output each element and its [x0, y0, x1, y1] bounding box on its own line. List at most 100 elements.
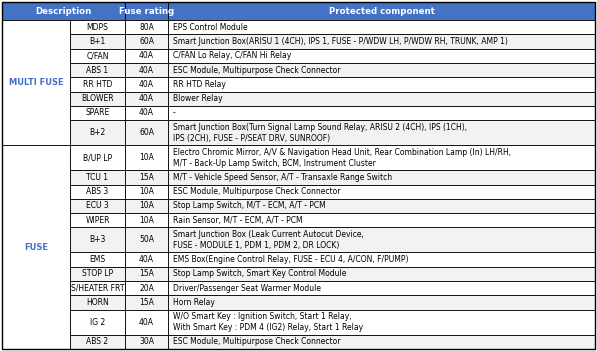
Text: 40A: 40A: [139, 80, 154, 89]
Text: HORN: HORN: [86, 298, 109, 307]
Text: 30A: 30A: [139, 337, 154, 346]
Bar: [125, 63, 168, 77]
Bar: [125, 48, 168, 63]
Bar: [2, 2, 125, 20]
Bar: [70, 92, 125, 106]
Bar: [125, 145, 168, 170]
Bar: [70, 120, 125, 145]
Bar: [168, 34, 595, 48]
Bar: [168, 106, 595, 120]
Text: RR HTD Relay: RR HTD Relay: [173, 80, 226, 89]
Bar: [70, 77, 125, 92]
Bar: [70, 63, 125, 77]
Bar: [70, 185, 125, 199]
Bar: [70, 295, 125, 310]
Text: 40A: 40A: [139, 255, 154, 264]
Bar: [168, 335, 595, 349]
Text: EMS Box(Engine Control Relay, FUSE - ECU 4, A/CON, F/PUMP): EMS Box(Engine Control Relay, FUSE - ECU…: [173, 255, 408, 264]
Text: 10A: 10A: [139, 216, 154, 225]
Text: 10A: 10A: [139, 201, 154, 211]
Bar: [168, 185, 595, 199]
Bar: [168, 199, 595, 213]
Bar: [125, 335, 168, 349]
Text: Electro Chromic Mirror, A/V & Navigation Head Unit, Rear Combination Lamp (In) L: Electro Chromic Mirror, A/V & Navigation…: [173, 148, 511, 168]
Text: M/T - Vehicle Speed Sensor, A/T - Transaxle Range Switch: M/T - Vehicle Speed Sensor, A/T - Transa…: [173, 173, 392, 182]
Text: Smart Junction Box (Leak Current Autocut Device,
FUSE - MODULE 1, PDM 1, PDM 2, : Smart Junction Box (Leak Current Autocut…: [173, 230, 364, 250]
Bar: [168, 281, 595, 295]
Text: ESC Module, Multipurpose Check Connector: ESC Module, Multipurpose Check Connector: [173, 187, 340, 196]
Bar: [168, 213, 595, 227]
Bar: [125, 281, 168, 295]
Text: C/FAN: C/FAN: [86, 51, 109, 60]
Bar: [168, 145, 595, 170]
Text: 20A: 20A: [139, 284, 154, 293]
Text: Driver/Passenger Seat Warmer Module: Driver/Passenger Seat Warmer Module: [173, 284, 321, 293]
Bar: [168, 20, 595, 34]
Text: 40A: 40A: [139, 94, 154, 103]
Text: Protected component: Protected component: [328, 7, 435, 15]
Bar: [125, 120, 168, 145]
Text: B/UP LP: B/UP LP: [83, 153, 112, 162]
Bar: [125, 34, 168, 48]
Text: S/HEATER FRT: S/HEATER FRT: [71, 284, 124, 293]
Bar: [125, 213, 168, 227]
Bar: [168, 77, 595, 92]
Bar: [70, 213, 125, 227]
Bar: [70, 199, 125, 213]
Text: ESC Module, Multipurpose Check Connector: ESC Module, Multipurpose Check Connector: [173, 337, 340, 346]
Text: ESC Module, Multipurpose Check Connector: ESC Module, Multipurpose Check Connector: [173, 66, 340, 74]
Text: Stop Lamp Switch, Smart Key Control Module: Stop Lamp Switch, Smart Key Control Modu…: [173, 270, 346, 278]
Text: WIPER: WIPER: [85, 216, 110, 225]
Bar: [70, 335, 125, 349]
Text: ABS 1: ABS 1: [87, 66, 109, 74]
Bar: [70, 227, 125, 252]
Bar: [168, 48, 595, 63]
Bar: [168, 170, 595, 185]
Text: FUSE: FUSE: [24, 243, 48, 252]
Text: 40A: 40A: [139, 108, 154, 118]
Bar: [168, 267, 595, 281]
Text: ECU 3: ECU 3: [86, 201, 109, 211]
Text: RR HTD: RR HTD: [83, 80, 112, 89]
Bar: [168, 252, 595, 267]
Bar: [125, 92, 168, 106]
Bar: [2, 20, 70, 145]
Bar: [125, 20, 168, 34]
Text: ABS 3: ABS 3: [87, 187, 109, 196]
Bar: [125, 77, 168, 92]
Bar: [125, 310, 168, 335]
Text: W/O Smart Key : Ignition Switch, Start 1 Relay,
With Smart Key : PDM 4 (IG2) Rel: W/O Smart Key : Ignition Switch, Start 1…: [173, 312, 363, 332]
Text: TCU 1: TCU 1: [87, 173, 109, 182]
Bar: [168, 310, 595, 335]
Text: Smart Junction Box(Turn Signal Lamp Sound Relay, ARISU 2 (4CH), IPS (1CH),
IPS (: Smart Junction Box(Turn Signal Lamp Soun…: [173, 122, 467, 143]
Text: B+1: B+1: [90, 37, 106, 46]
Text: 40A: 40A: [139, 318, 154, 327]
Text: Description: Description: [35, 7, 91, 15]
Text: 10A: 10A: [139, 187, 154, 196]
Bar: [125, 267, 168, 281]
Text: MULTI FUSE: MULTI FUSE: [9, 78, 63, 87]
Text: Rain Sensor, M/T - ECM, A/T - PCM: Rain Sensor, M/T - ECM, A/T - PCM: [173, 216, 303, 225]
Bar: [125, 252, 168, 267]
Bar: [125, 106, 168, 120]
Text: B+3: B+3: [90, 236, 106, 244]
Bar: [125, 227, 168, 252]
Text: IG 2: IG 2: [90, 318, 105, 327]
Bar: [70, 252, 125, 267]
Bar: [70, 145, 125, 170]
Text: C/FAN Lo Relay, C/FAN Hi Relay: C/FAN Lo Relay, C/FAN Hi Relay: [173, 51, 291, 60]
Text: 60A: 60A: [139, 37, 154, 46]
Bar: [125, 185, 168, 199]
Text: ABS 2: ABS 2: [87, 337, 109, 346]
Text: 60A: 60A: [139, 128, 154, 137]
Text: 40A: 40A: [139, 66, 154, 74]
Bar: [70, 48, 125, 63]
Bar: [125, 295, 168, 310]
Text: 10A: 10A: [139, 153, 154, 162]
Bar: [168, 63, 595, 77]
Bar: [168, 295, 595, 310]
Text: SPARE: SPARE: [85, 108, 110, 118]
Text: -: -: [173, 108, 176, 118]
Text: EPS Control Module: EPS Control Module: [173, 23, 248, 32]
Bar: [70, 170, 125, 185]
